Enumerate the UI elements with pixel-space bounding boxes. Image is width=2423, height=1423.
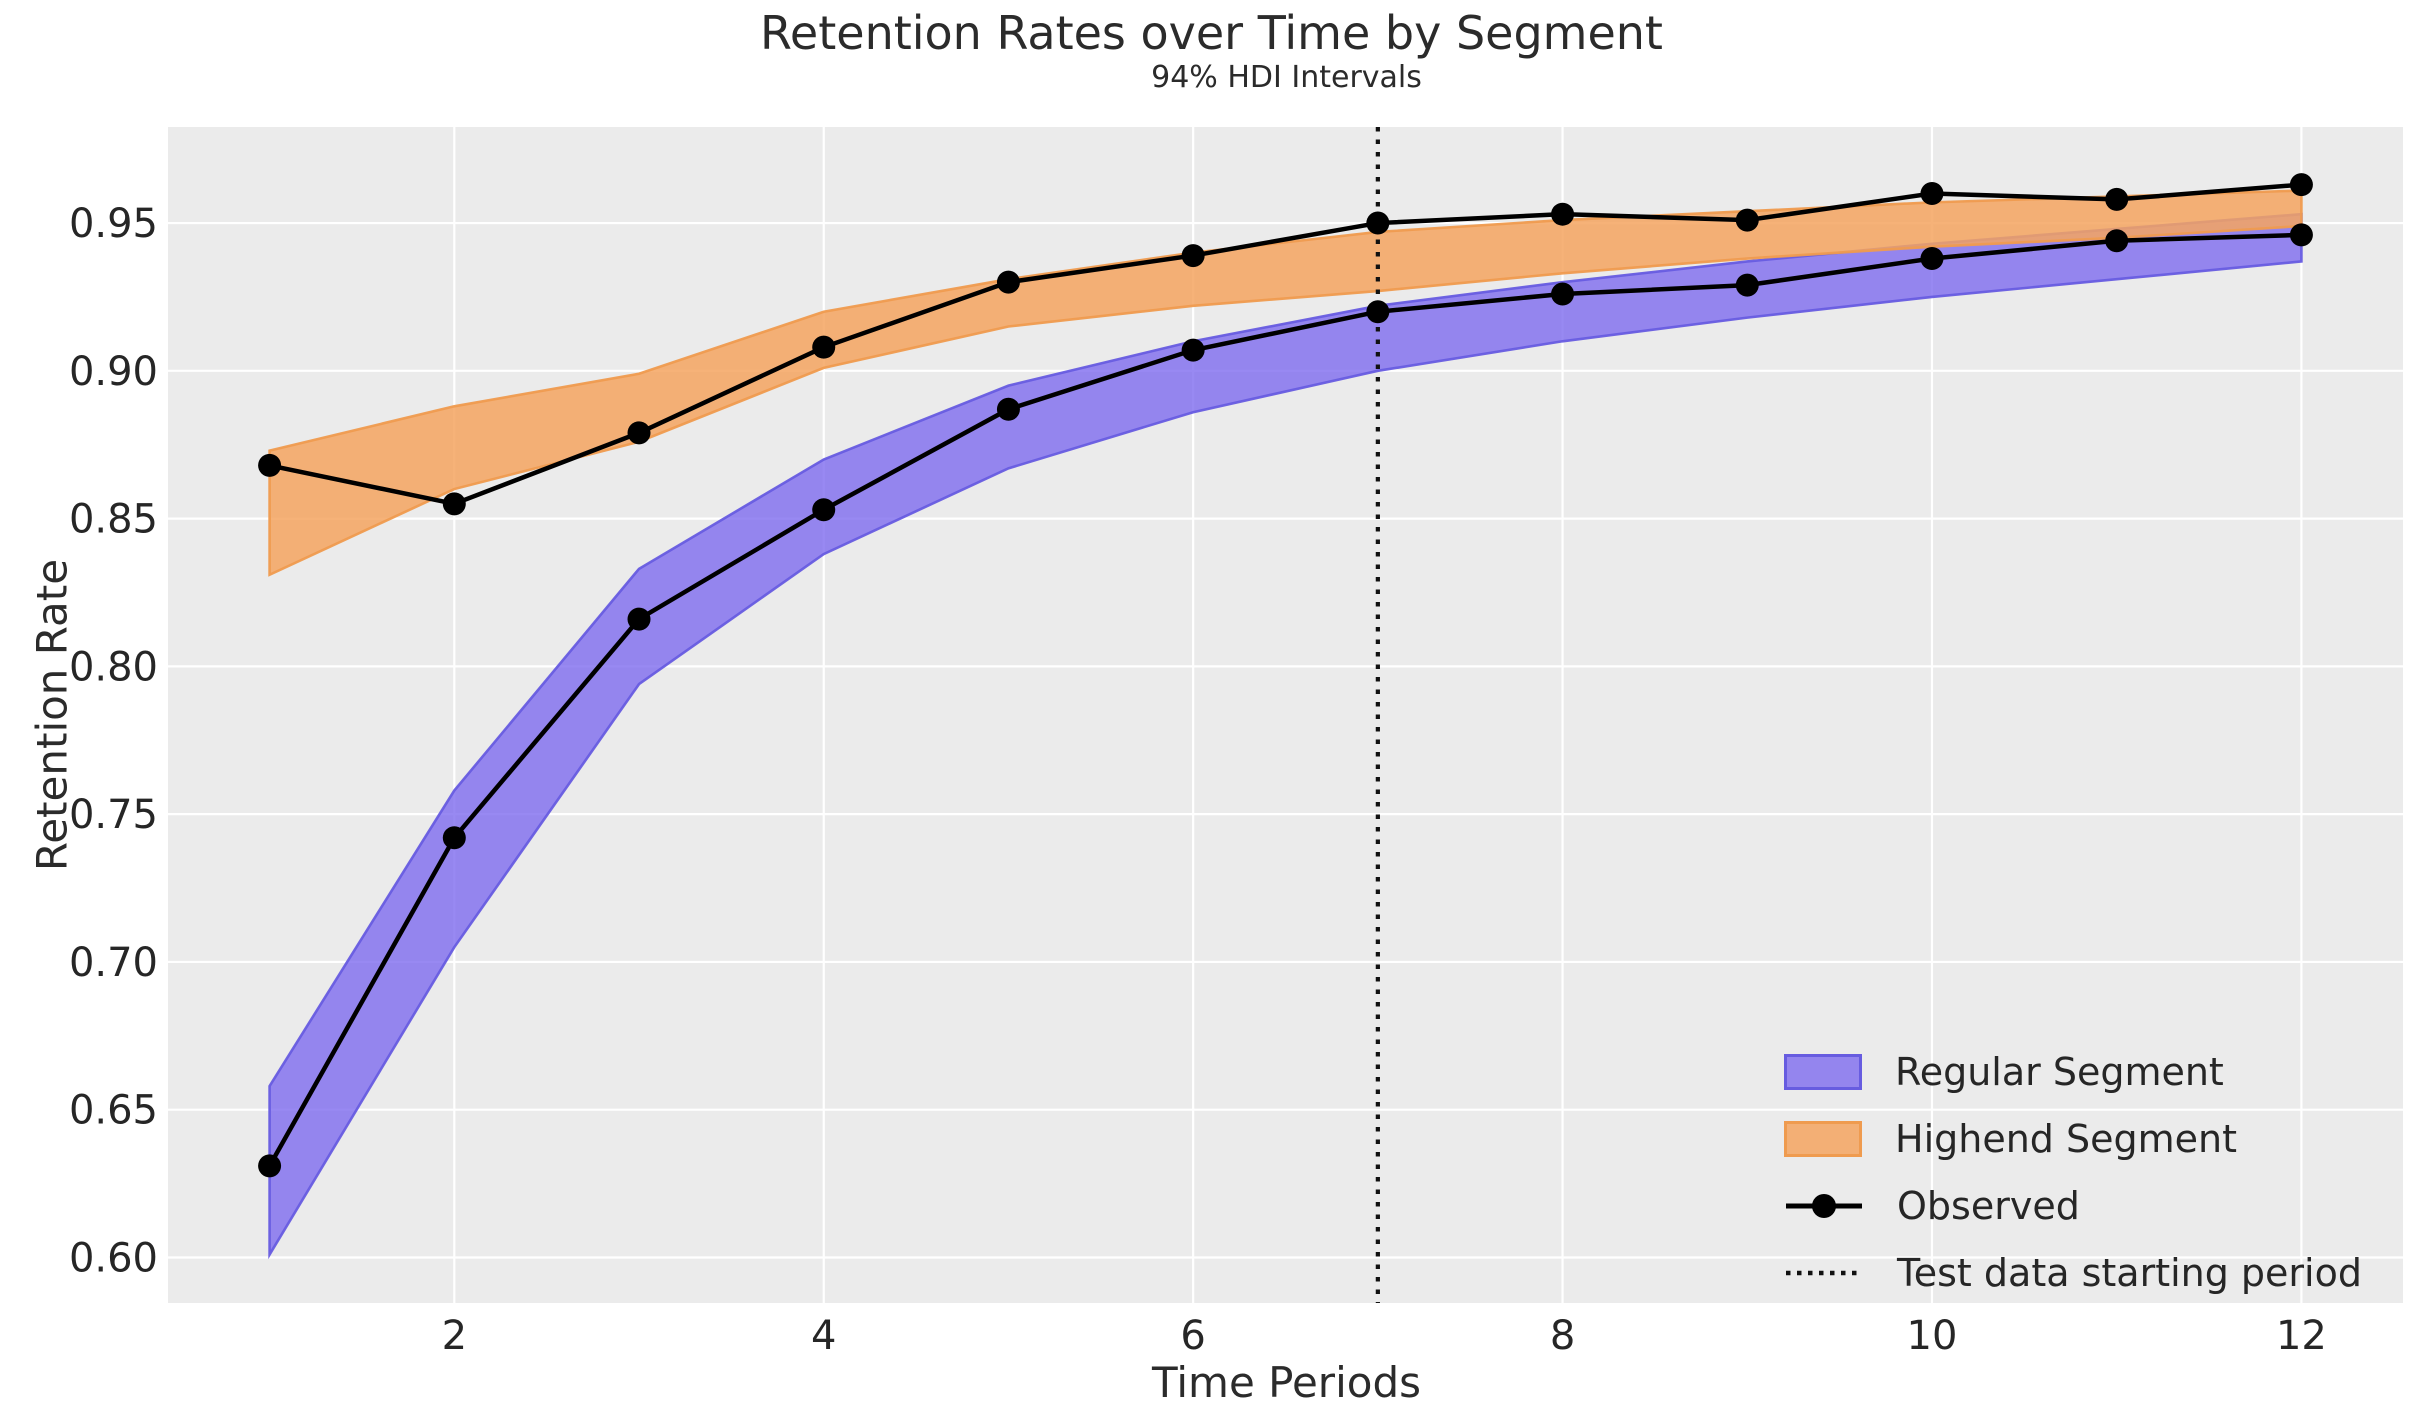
observed-marker: [1920, 181, 1944, 205]
y-tick-label: 0.85: [69, 497, 158, 543]
observed-marker: [627, 421, 651, 445]
observed-marker: [1920, 247, 1944, 271]
observed-marker: [1551, 202, 1575, 226]
y-axis-label: Retention Rate: [27, 558, 77, 872]
x-tick-label: 12: [2276, 1313, 2327, 1359]
legend-item-test-period: Test data starting period: [1784, 1251, 2362, 1295]
observed-marker: [1735, 208, 1759, 232]
observed-line-marker-icon: [1786, 1194, 1862, 1218]
observed-marker: [1366, 300, 1390, 324]
observed-marker: [442, 492, 466, 516]
y-tick-label: 0.75: [69, 792, 158, 838]
legend-label: Regular Segment: [1895, 1050, 2224, 1094]
observed-marker: [627, 607, 651, 631]
observed-marker: [996, 397, 1020, 421]
observed-marker: [2105, 229, 2129, 253]
y-tick-label: 0.95: [69, 201, 158, 247]
observed-line: [269, 182, 2302, 507]
legend-item-regular-segment: Regular Segment: [1784, 1050, 2362, 1094]
legend-label: Test data starting period: [1897, 1251, 2362, 1295]
regular-segment-swatch-icon: [1784, 1054, 1862, 1090]
observed-marker: [1735, 273, 1759, 297]
observed-marker: [258, 453, 282, 477]
observed-marker: [1181, 338, 1205, 362]
observed-marker: [258, 1154, 282, 1178]
x-tick-label: 10: [1907, 1313, 1958, 1359]
observed-marker: [996, 270, 1020, 294]
legend-item-observed: Observed: [1784, 1184, 2362, 1228]
x-tick-label: 2: [442, 1313, 467, 1359]
y-tick-label: 0.60: [69, 1235, 158, 1281]
observed-marker: [2289, 173, 2313, 197]
observed-marker: [2105, 187, 2129, 211]
x-tick-label: 6: [1180, 1313, 1205, 1359]
legend-item-highend-segment: Highend Segment: [1784, 1117, 2362, 1161]
chart-title: Retention Rates over Time by Segment: [760, 6, 1663, 60]
observed-line: [267, 232, 2302, 1167]
y-tick-label: 0.80: [69, 644, 158, 690]
observed-marker: [1366, 211, 1390, 235]
y-tick-label: 0.90: [69, 349, 158, 395]
observed-marker: [2289, 223, 2313, 247]
x-tick-label: 8: [1550, 1313, 1575, 1359]
x-axis-label: Time Periods: [1152, 1358, 1421, 1407]
dotted-line-icon: [1786, 1270, 1862, 1276]
legend: Regular Segment Highend Segment Observed…: [1784, 1050, 2362, 1295]
chart-subtitle: 94% HDI Intervals: [1151, 60, 1422, 95]
hdi-band: [268, 212, 2303, 1260]
y-tick-label: 0.70: [69, 940, 158, 986]
observed-marker: [1551, 282, 1575, 306]
legend-label: Observed: [1897, 1184, 2080, 1228]
observed-marker: [812, 498, 836, 522]
observed-marker: [442, 826, 466, 850]
observed-marker: [1181, 244, 1205, 268]
x-tick-label: 4: [811, 1313, 836, 1359]
highend-segment-swatch-icon: [1784, 1121, 1862, 1157]
observed-marker: [812, 335, 836, 359]
y-tick-label: 0.65: [69, 1088, 158, 1134]
legend-label: Highend Segment: [1895, 1117, 2237, 1161]
